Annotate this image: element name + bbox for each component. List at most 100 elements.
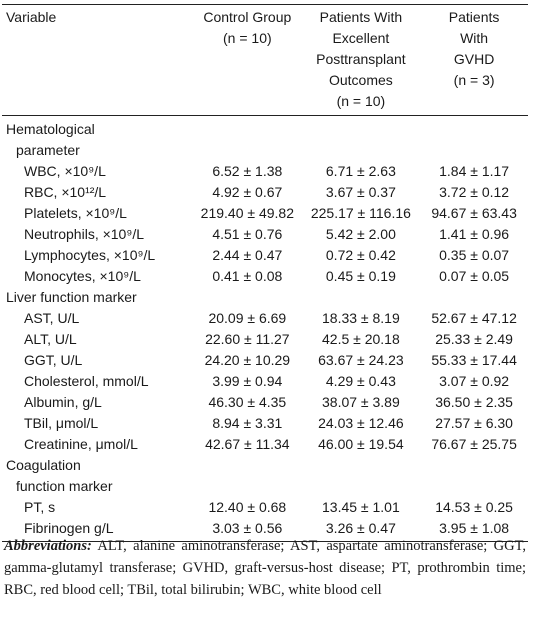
header-line: Posttransplant bbox=[316, 51, 406, 67]
value-cell: 4.92 ± 0.67 bbox=[212, 184, 283, 200]
abbreviations-label: Abbreviations: bbox=[4, 538, 92, 554]
section-title-row: Hematological bbox=[2, 116, 528, 141]
value-cell: 3.03 ± 0.56 bbox=[212, 520, 283, 536]
table-row: Lymphocytes, ×10⁹/L 2.44 ± 0.47 0.72 ± 0.4… bbox=[2, 245, 528, 266]
row-label: PT, s bbox=[24, 499, 56, 515]
value-cell: 4.29 ± 0.43 bbox=[325, 373, 396, 389]
header-line: (n = 10) bbox=[336, 93, 386, 109]
section-title: parameter bbox=[16, 142, 80, 158]
value-cell: 219.40 ± 49.82 bbox=[200, 205, 294, 221]
header-gvhd: Patients With GVHD (n = 3) bbox=[420, 5, 528, 116]
value-cell: 36.50 ± 2.35 bbox=[435, 394, 513, 410]
value-cell: 0.72 ± 0.42 bbox=[325, 247, 396, 263]
value-cell: 0.07 ± 0.05 bbox=[439, 268, 510, 284]
header-variable: Variable bbox=[2, 5, 193, 116]
value-cell: 6.52 ± 1.38 bbox=[212, 163, 283, 179]
value-cell: 3.95 ± 1.08 bbox=[439, 520, 510, 536]
value-cell: 42.5 ± 20.18 bbox=[322, 331, 400, 347]
header-line: Excellent bbox=[332, 30, 390, 46]
value-cell: 1.41 ± 0.96 bbox=[439, 226, 510, 242]
section-title: Liver function marker bbox=[6, 289, 137, 305]
value-cell: 2.44 ± 0.47 bbox=[212, 247, 283, 263]
value-cell: 24.20 ± 10.29 bbox=[204, 352, 291, 368]
section-title: function marker bbox=[16, 478, 113, 494]
row-label: RBC, ×10¹²/L bbox=[24, 184, 107, 200]
row-label: ALT, U/L bbox=[24, 331, 77, 347]
value-cell: 63.67 ± 24.23 bbox=[318, 352, 404, 368]
value-cell: 13.45 ± 1.01 bbox=[322, 499, 400, 515]
table-row: Fibrinogen g/L 3.03 ± 0.56 3.26 ± 0.47 3.95… bbox=[2, 518, 528, 542]
table-row: GGT, U/L 24.20 ± 10.29 63.67 ± 24.23 55.33 … bbox=[2, 350, 528, 371]
value-cell: 0.45 ± 0.19 bbox=[325, 268, 396, 284]
section-title-row: parameter bbox=[2, 140, 528, 161]
header-line: Control Group bbox=[203, 9, 292, 25]
value-cell: 22.60 ± 11.27 bbox=[205, 331, 290, 347]
abbreviations-text: ALT, alanine aminotransferase; AST, aspa… bbox=[4, 538, 526, 598]
header-line: (n = 10) bbox=[223, 30, 272, 46]
value-cell: 25.33 ± 2.49 bbox=[435, 331, 513, 347]
header-line: Patients bbox=[448, 9, 500, 25]
table-row: Platelets, ×10⁹/L 219.40 ± 49.82 225.17 ± … bbox=[2, 203, 528, 224]
header-control-group: Control Group (n = 10) bbox=[193, 5, 301, 116]
table-row: PT, s 12.40 ± 0.68 13.45 ± 1.01 14.53 ± 0.2… bbox=[2, 497, 528, 518]
value-cell: 3.07 ± 0.92 bbox=[439, 373, 510, 389]
value-cell: 76.67 ± 25.75 bbox=[431, 436, 517, 452]
value-cell: 3.26 ± 0.47 bbox=[325, 520, 396, 536]
section-title-row: Liver function marker bbox=[2, 287, 528, 308]
table-row: Monocytes, ×10⁹/L 0.41 ± 0.08 0.45 ± 0.19 0… bbox=[2, 266, 528, 287]
section-title: Coagulation bbox=[6, 457, 81, 473]
value-cell: 52.67 ± 47.12 bbox=[431, 310, 517, 326]
value-cell: 8.94 ± 3.31 bbox=[212, 415, 283, 431]
value-cell: 3.99 ± 0.94 bbox=[212, 373, 283, 389]
table-row: Cholesterol, mmol/L 3.99 ± 0.94 4.29 ± 0.4… bbox=[2, 371, 528, 392]
abbreviations-note: Abbreviations: ALT, alanine aminotransfe… bbox=[4, 535, 526, 601]
row-label: Creatinine, μmol/L bbox=[24, 436, 138, 452]
header-line: With bbox=[460, 30, 489, 46]
value-cell: 94.67 ± 63.43 bbox=[431, 205, 517, 221]
value-cell: 46.30 ± 4.35 bbox=[208, 394, 287, 410]
row-label: Neutrophils, ×10⁹/L bbox=[24, 226, 145, 242]
header-row: Variable Control Group (n = 10) Patients … bbox=[2, 4, 528, 116]
row-label: Monocytes, ×10⁹/L bbox=[24, 268, 141, 284]
value-cell: 12.40 ± 0.68 bbox=[208, 499, 287, 515]
value-cell: 0.35 ± 0.07 bbox=[439, 247, 510, 263]
row-label: AST, U/L bbox=[24, 310, 80, 326]
table-row: AST, U/L 20.09 ± 6.69 18.33 ± 8.19 52.67 ± … bbox=[2, 308, 528, 329]
header-line: GVHD bbox=[453, 51, 495, 67]
table-header: Variable Control Group (n = 10) Patients … bbox=[2, 4, 528, 116]
value-cell: 38.07 ± 3.89 bbox=[322, 394, 400, 410]
row-label: Cholesterol, mmol/L bbox=[24, 373, 149, 389]
value-cell: 27.57 ± 6.30 bbox=[435, 415, 513, 431]
value-cell: 3.72 ± 0.12 bbox=[439, 184, 510, 200]
row-label: Platelets, ×10⁹/L bbox=[24, 205, 127, 221]
value-cell: 46.00 ± 19.54 bbox=[318, 436, 404, 452]
value-cell: 0.41 ± 0.08 bbox=[212, 268, 283, 284]
table-row: WBC, ×10⁹/L 6.52 ± 1.38 6.71 ± 2.63 1.84 ± … bbox=[2, 161, 528, 182]
row-label: Albumin, g/L bbox=[24, 394, 102, 410]
value-cell: 225.17 ± 116.16 bbox=[310, 205, 411, 221]
value-cell: 18.33 ± 8.19 bbox=[322, 310, 400, 326]
table-row: TBil, μmol/L 8.94 ± 3.31 24.03 ± 12.46 27.5… bbox=[2, 413, 528, 434]
header-line: Outcomes bbox=[328, 72, 393, 88]
table-body: Hematological parameter WBC, ×10⁹/L 6.52 ± … bbox=[2, 116, 528, 542]
header-line: Variable bbox=[6, 9, 57, 25]
table-row: RBC, ×10¹²/L 4.92 ± 0.67 3.67 ± 0.37 3.72 ±… bbox=[2, 182, 528, 203]
table-row: ALT, U/L 22.60 ± 11.27 42.5 ± 20.18 25.33 ±… bbox=[2, 329, 528, 350]
header-excellent-outcomes: Patients With Excellent Posttransplant Outc… bbox=[302, 5, 421, 116]
table-row: Albumin, g/L 46.30 ± 4.35 38.07 ± 3.89 36.5… bbox=[2, 392, 528, 413]
value-cell: 1.84 ± 1.17 bbox=[439, 163, 510, 179]
header-line: (n = 3) bbox=[453, 72, 495, 88]
value-cell: 55.33 ± 17.44 bbox=[431, 352, 517, 368]
section-title: Hematological bbox=[6, 121, 95, 137]
table-row: Neutrophils, ×10⁹/L 4.51 ± 0.76 5.42 ± 2.0… bbox=[2, 224, 528, 245]
value-cell: 20.09 ± 6.69 bbox=[208, 310, 287, 326]
row-label: GGT, U/L bbox=[24, 352, 83, 368]
value-cell: 3.67 ± 0.37 bbox=[325, 184, 396, 200]
row-label: Lymphocytes, ×10⁹/L bbox=[24, 247, 156, 263]
data-table: Variable Control Group (n = 10) Patients … bbox=[2, 4, 528, 542]
value-cell: 4.51 ± 0.76 bbox=[212, 226, 283, 242]
value-cell: 5.42 ± 2.00 bbox=[325, 226, 396, 242]
header-line: Patients With bbox=[319, 9, 403, 25]
value-cell: 42.67 ± 11.34 bbox=[205, 436, 290, 452]
